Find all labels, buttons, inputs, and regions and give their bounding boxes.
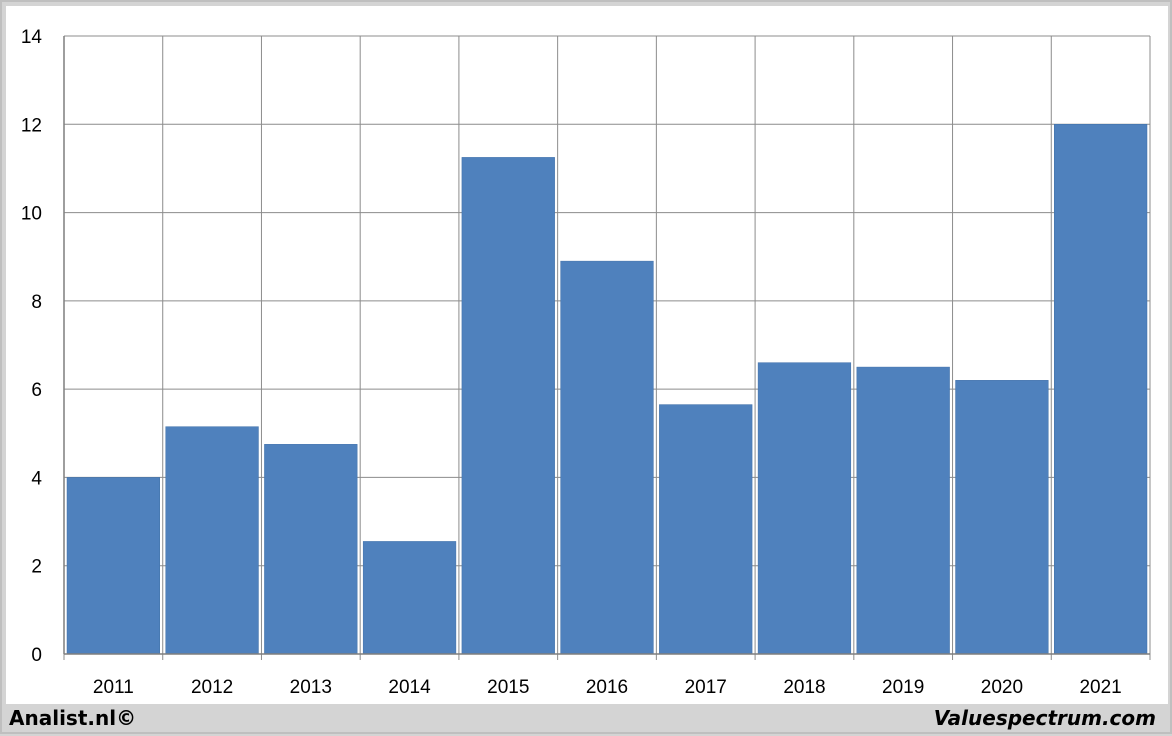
- bar-2021: [1054, 124, 1148, 655]
- x-tick-label: 2011: [93, 677, 134, 698]
- y-tick-label: 6: [31, 380, 42, 401]
- bar-2017: [659, 404, 753, 655]
- y-tick-label: 10: [21, 204, 42, 225]
- y-tick-label: 2: [31, 557, 42, 578]
- x-tick-label: 2014: [388, 677, 431, 698]
- source-credit-left: Analist.nl©: [9, 706, 137, 730]
- x-tick-label: 2021: [1079, 677, 1121, 698]
- bar-2019: [856, 366, 950, 655]
- x-tick-label: 2020: [981, 677, 1023, 698]
- x-tick-label: 2018: [783, 677, 825, 698]
- bar-2011: [66, 477, 160, 655]
- bar-2013: [264, 444, 358, 655]
- x-tick-label: 2013: [290, 677, 332, 698]
- x-tick-label: 2019: [882, 677, 924, 698]
- x-tick-label: 2017: [685, 677, 727, 698]
- y-tick-label: 0: [31, 645, 42, 666]
- bar-2020: [955, 380, 1049, 655]
- bar-2012: [165, 426, 259, 655]
- bar-2014: [362, 541, 457, 655]
- bar-2018: [757, 362, 852, 655]
- x-tick-label: 2015: [487, 677, 529, 698]
- y-tick-label: 8: [31, 292, 42, 313]
- source-credit-right: Valuespectrum.com: [933, 706, 1156, 730]
- y-tick-label: 12: [21, 115, 42, 136]
- y-tick-label: 14: [21, 27, 43, 48]
- x-tick-label: 2016: [586, 677, 628, 698]
- bar-2016: [560, 260, 654, 655]
- x-tick-label: 2012: [191, 677, 233, 698]
- y-tick-label: 4: [31, 468, 42, 489]
- bar-2015: [461, 157, 555, 655]
